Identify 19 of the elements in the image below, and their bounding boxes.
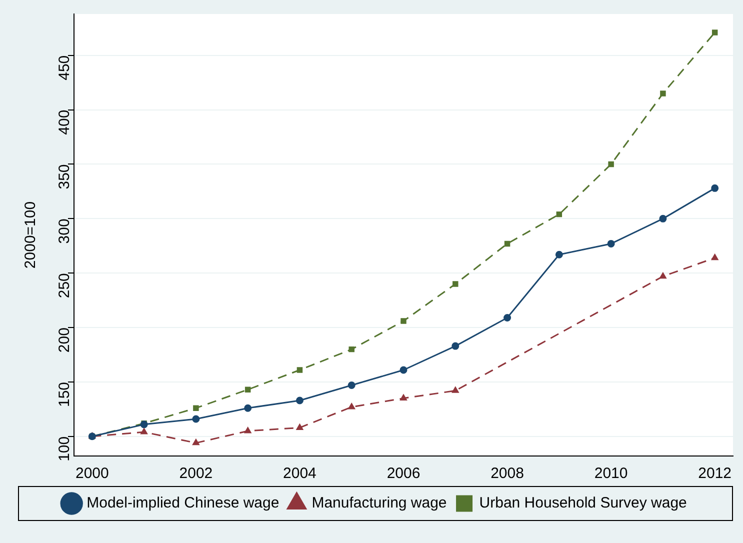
legend-label: Manufacturing wage <box>312 494 447 512</box>
y-tick-label: 450 <box>56 55 74 80</box>
x-tick-label: 2004 <box>283 465 316 482</box>
y-axis-title: 2000=100 <box>22 201 40 269</box>
y-tick-label: 250 <box>56 273 74 298</box>
y-tick-label: 400 <box>56 110 74 135</box>
x-tick-label: 2012 <box>698 465 732 482</box>
x-tick-label: 2002 <box>179 465 213 482</box>
legend-label: Urban Household Survey wage <box>479 494 687 512</box>
y-tick-label: 100 <box>56 436 74 462</box>
y-tick-label: 350 <box>56 164 74 190</box>
x-tick-label: 2008 <box>490 465 524 482</box>
y-tick-label: 300 <box>56 218 74 244</box>
x-tick-label: 2006 <box>386 465 420 482</box>
y-tick-label: 200 <box>56 328 74 353</box>
x-tick-label: 2000 <box>75 465 109 482</box>
x-tick-label: 2010 <box>594 465 628 482</box>
legend-label: Model-implied Chinese wage <box>86 494 280 512</box>
y-tick-label: 150 <box>56 382 74 407</box>
